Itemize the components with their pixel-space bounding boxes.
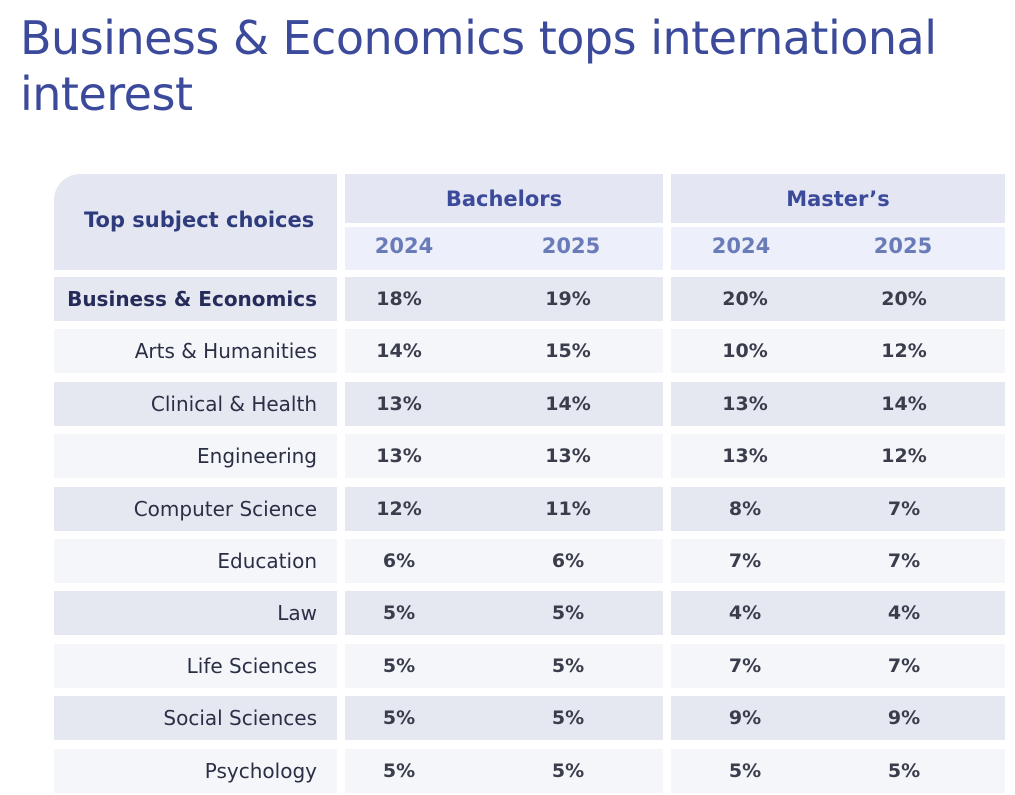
row-subject-label: Clinical & Health [150,392,317,416]
corner-label: Top subject choices [84,208,315,232]
table-row-background [671,644,1005,688]
row-subject-label: Education [217,549,317,573]
row-subject-label: Arts & Humanities [134,339,317,363]
table-row-background [671,382,1005,426]
table-row-background [671,487,1005,531]
table-cell-value: 20% [881,288,927,310]
table-row-background [345,591,663,635]
table-row-background [54,382,337,426]
group-header-bachelors: Bachelors [345,174,663,223]
row-subject-label: Life Sciences [186,654,317,678]
table-cell-value: 14% [881,393,927,415]
table-row-background [345,644,663,688]
row-subject-label: Engineering [197,444,317,468]
table-row-background [54,277,337,321]
group-header-masters: Master’s [671,174,1005,223]
table-row-background [345,329,663,373]
table-cell-value: 12% [376,498,422,520]
table-cell-value: 5% [382,707,416,729]
table-cell-value: 13% [545,445,591,467]
table-row-background [54,487,337,531]
table-cell-value: 12% [881,445,927,467]
table-cell-value: 15% [545,340,591,362]
table-row-background [671,277,1005,321]
table-row-background [671,696,1005,740]
table-cell-value: 9% [728,707,762,729]
page-title: Business & Economics tops international … [20,11,937,121]
table-cell-value: 7% [887,498,921,520]
table-row-background [345,749,663,793]
table-cell-value: 18% [376,288,422,310]
year-row-masters: 2024 2025 [671,227,1005,270]
table-cell-value: 14% [376,340,422,362]
table-cell-value: 5% [887,760,921,782]
table-row-background [54,696,337,740]
row-subject-label: Computer Science [133,497,317,521]
table-row-background [54,591,337,635]
table-cell-value: 4% [887,602,921,624]
table-cell-value: 10% [722,340,768,362]
table-row-background [345,539,663,583]
year-header: 2024 [374,234,434,258]
table-row-background [671,434,1005,478]
table-row-background [54,434,337,478]
table-cell-value: 14% [545,393,591,415]
table-cell-value: 13% [722,393,768,415]
table-cell-value: 7% [887,655,921,677]
table-cell-value: 9% [887,707,921,729]
table-cell-value: 20% [722,288,768,310]
table-cell-value: 5% [382,760,416,782]
table-row-background [671,749,1005,793]
year-row-bachelors: 2024 2025 [345,227,663,270]
table-row-background [345,487,663,531]
year-header: 2024 [711,234,771,258]
table-cell-value: 6% [382,550,416,572]
table-row-background [345,277,663,321]
table-cell-value: 13% [722,445,768,467]
table-cell-value: 13% [376,445,422,467]
table-row-background [671,329,1005,373]
table-cell-value: 5% [551,602,585,624]
table-row-background [345,696,663,740]
table-cell-value: 8% [728,498,762,520]
table-row-background [671,539,1005,583]
table-cell-value: 6% [551,550,585,572]
row-subject-label: Business & Economics [67,287,317,311]
table-row-background [54,644,337,688]
table-cell-value: 5% [551,707,585,729]
row-subject-label: Law [277,601,317,625]
table-cell-value: 7% [887,550,921,572]
table-cell-value: 7% [728,550,762,572]
table-corner-header: Top subject choices [54,174,337,270]
table-row-background [54,749,337,793]
table-cell-value: 7% [728,655,762,677]
table-cell-value: 5% [551,760,585,782]
table-row-background [345,434,663,478]
table-cell-value: 13% [376,393,422,415]
row-subject-label: Social Sciences [163,706,317,730]
table-cell-value: 19% [545,288,591,310]
table-cell-value: 5% [382,602,416,624]
year-header: 2025 [541,234,601,258]
table-row-background [345,382,663,426]
table-cell-value: 11% [545,498,591,520]
table-row-background [54,329,337,373]
table-cell-value: 12% [881,340,927,362]
table-cell-value: 5% [382,655,416,677]
table-row-background [54,539,337,583]
table-row-background [671,591,1005,635]
table-cell-value: 5% [728,760,762,782]
table-cell-value: 4% [728,602,762,624]
row-subject-label: Psychology [204,759,317,783]
year-header: 2025 [873,234,933,258]
table-cell-value: 5% [551,655,585,677]
